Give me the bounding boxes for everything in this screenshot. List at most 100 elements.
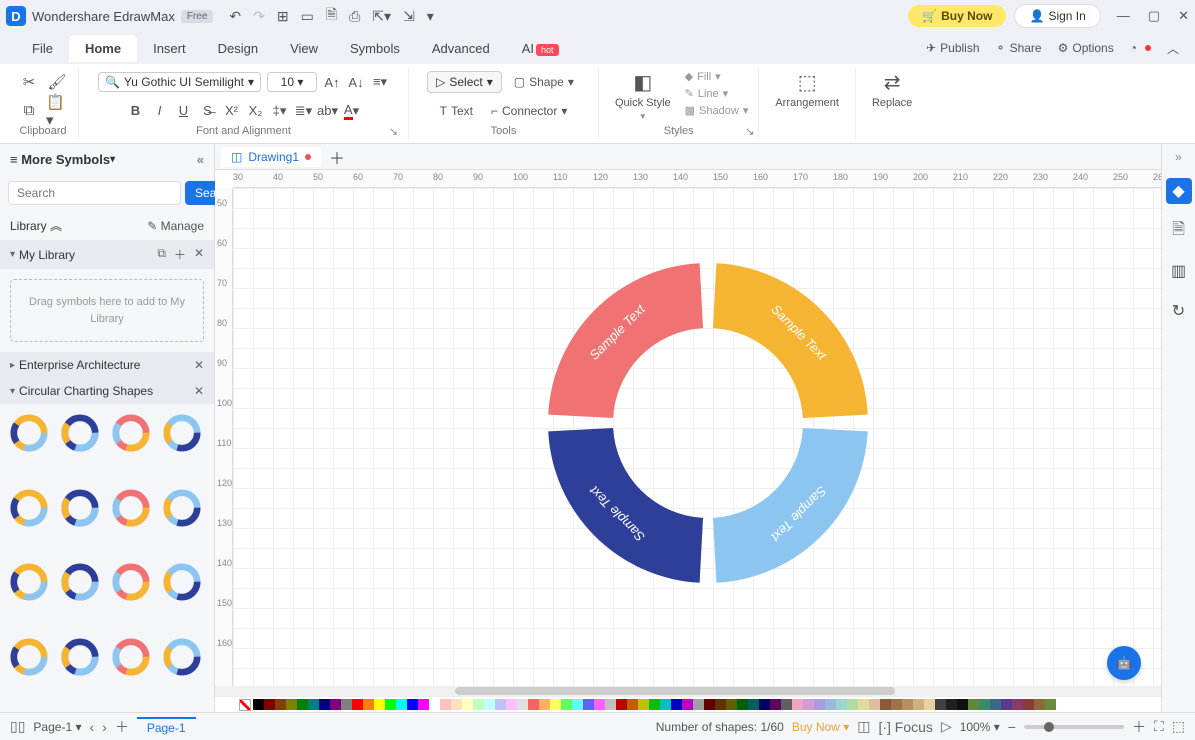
share-button[interactable]: ⚬ Share [996, 41, 1042, 55]
no-fill-swatch[interactable] [239, 699, 251, 711]
superscript-icon[interactable]: X² [223, 102, 241, 120]
section-close-icon[interactable]: ✕ [194, 384, 204, 398]
color-swatch[interactable] [627, 699, 638, 710]
color-swatch[interactable] [869, 699, 880, 710]
line-option[interactable]: ✎ Line ▾ [685, 87, 749, 100]
arrangement-button[interactable]: ⬚Arrangement [769, 68, 845, 111]
underline-icon[interactable]: U [175, 102, 193, 120]
color-swatch[interactable] [968, 699, 979, 710]
shape-thumb[interactable] [8, 487, 50, 529]
grow-font-icon[interactable]: A↑ [323, 73, 341, 91]
color-swatch[interactable] [759, 699, 770, 710]
quick-style-button[interactable]: ◧Quick Style▾ [609, 68, 677, 124]
color-swatch[interactable] [374, 699, 385, 710]
open-icon[interactable]: ▭ [301, 8, 314, 25]
present-panel-icon[interactable]: ▥ [1166, 258, 1192, 284]
color-swatch[interactable] [330, 699, 341, 710]
page-layout-icon[interactable]: ▯▯ [10, 718, 25, 735]
color-swatch[interactable] [572, 699, 583, 710]
color-swatch[interactable] [495, 699, 506, 710]
font-size-select[interactable]: 10 ▾ [267, 72, 317, 92]
tab-view[interactable]: View [274, 35, 334, 62]
collapse-sidebar-icon[interactable]: « [197, 152, 204, 167]
page-selector[interactable]: Page-1 ▾ [33, 720, 81, 734]
assistant-icon[interactable]: 🤖 [1107, 646, 1141, 680]
fit-page-icon[interactable]: ⛶ [1154, 718, 1164, 735]
color-swatch[interactable] [715, 699, 726, 710]
color-swatch[interactable] [660, 699, 671, 710]
shape-thumb[interactable] [8, 561, 50, 603]
section-my-library[interactable]: ▾My Library ⧉＋✕ [0, 240, 214, 269]
shape-thumb[interactable] [161, 487, 203, 529]
font-color-icon[interactable]: A▾ [343, 102, 361, 120]
qat-more-icon[interactable]: ▾ [427, 8, 434, 25]
color-swatch[interactable] [539, 699, 550, 710]
horizontal-scrollbar[interactable] [215, 686, 1161, 696]
close-icon[interactable]: ✕ [1178, 8, 1189, 24]
color-swatch[interactable] [649, 699, 660, 710]
export-icon[interactable]: ⇱▾ [372, 8, 391, 25]
color-swatch[interactable] [924, 699, 935, 710]
color-swatch[interactable] [814, 699, 825, 710]
color-swatch[interactable] [550, 699, 561, 710]
color-swatch[interactable] [506, 699, 517, 710]
color-swatch[interactable] [935, 699, 946, 710]
focus-mode[interactable]: [·] Focus [878, 719, 932, 735]
color-swatch[interactable] [473, 699, 484, 710]
list-icon[interactable]: ≣▾ [295, 102, 313, 120]
color-swatch[interactable] [308, 699, 319, 710]
sign-in-button[interactable]: 👤 Sign In [1014, 4, 1100, 28]
color-swatch[interactable] [682, 699, 693, 710]
undo-icon[interactable]: ↶ [229, 8, 241, 25]
font-dialog-icon[interactable]: ↘ [389, 125, 398, 138]
shape-thumb[interactable] [110, 412, 152, 454]
zoom-out-icon[interactable]: − [1008, 719, 1016, 735]
replace-button[interactable]: ⇄Replace [866, 68, 918, 111]
tab-ai[interactable]: AIhot [506, 35, 575, 62]
section-enterprise-arch[interactable]: ▸Enterprise Architecture ✕ [0, 352, 214, 378]
next-page-icon[interactable]: › [102, 719, 107, 735]
color-swatch[interactable] [891, 699, 902, 710]
color-swatch[interactable] [451, 699, 462, 710]
mylib-import-icon[interactable]: ⧉ [157, 246, 166, 263]
color-swatch[interactable] [803, 699, 814, 710]
fill-option[interactable]: ◆ Fill ▾ [685, 70, 749, 83]
color-swatch[interactable] [704, 699, 715, 710]
color-swatch[interactable] [528, 699, 539, 710]
color-swatch[interactable] [407, 699, 418, 710]
shape-thumb[interactable] [59, 561, 101, 603]
color-swatch[interactable] [880, 699, 891, 710]
color-swatch[interactable] [583, 699, 594, 710]
collapse-ribbon-icon[interactable]: ︿ [1167, 40, 1179, 57]
zoom-in-icon[interactable]: ＋ [1132, 717, 1146, 737]
color-swatch[interactable] [726, 699, 737, 710]
color-swatch[interactable] [671, 699, 682, 710]
import-icon[interactable]: ⇲ [403, 8, 415, 25]
color-swatch[interactable] [352, 699, 363, 710]
shape-thumb[interactable] [161, 412, 203, 454]
color-swatch[interactable] [781, 699, 792, 710]
paste-icon[interactable]: 📋▾ [46, 100, 68, 122]
play-icon[interactable]: ▷ [941, 718, 952, 735]
tab-design[interactable]: Design [202, 35, 274, 62]
zoom-slider[interactable] [1024, 725, 1124, 729]
connector-tool[interactable]: ⌐ Connector ▾ [485, 101, 573, 121]
format-painter-icon[interactable]: 🖌 [46, 71, 68, 93]
add-page-icon[interactable]: ＋ [115, 717, 129, 737]
page-tab[interactable]: Page-1 [137, 717, 196, 737]
notifications-icon[interactable]: ◔ [1130, 41, 1151, 55]
section-close-icon[interactable]: ✕ [194, 358, 204, 372]
my-library-dropzone[interactable]: Drag symbols here to add to My Library [10, 279, 204, 342]
color-swatch[interactable] [638, 699, 649, 710]
add-document-icon[interactable]: ＋ [329, 145, 345, 169]
color-swatch[interactable] [484, 699, 495, 710]
color-swatch[interactable] [792, 699, 803, 710]
options-button[interactable]: ⚙ Options [1058, 41, 1114, 55]
color-swatch[interactable] [748, 699, 759, 710]
new-icon[interactable]: ⊞ [277, 8, 289, 25]
color-swatch[interactable] [396, 699, 407, 710]
color-swatch[interactable] [462, 699, 473, 710]
fullscreen-icon[interactable]: ⬚ [1172, 718, 1185, 735]
color-swatch[interactable] [363, 699, 374, 710]
shape-thumb[interactable] [8, 636, 50, 678]
